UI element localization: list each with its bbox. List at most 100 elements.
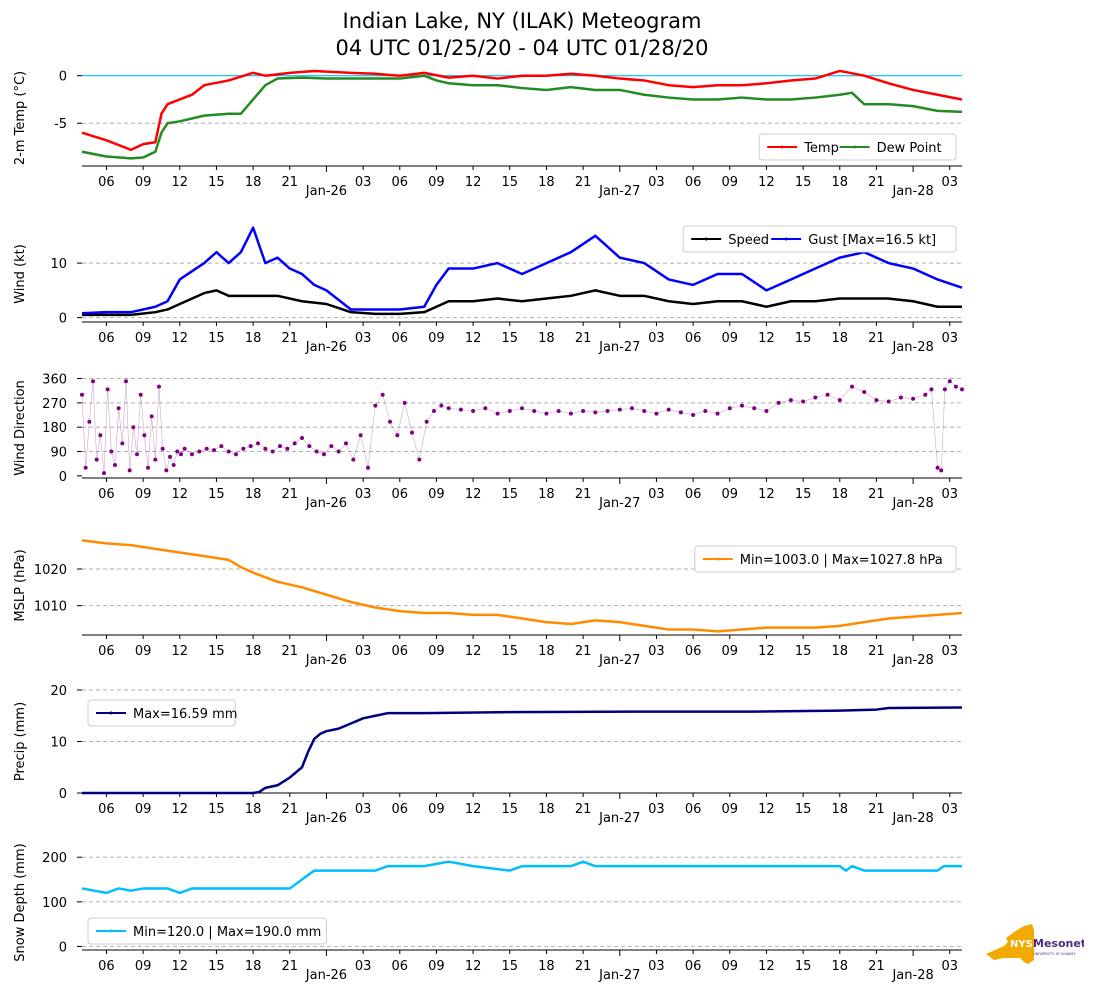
wdir-point <box>446 406 451 411</box>
wind-x-tick-label: 15 <box>208 331 225 346</box>
temp-x-tick-label: 12 <box>465 175 482 190</box>
wind-x-tick-label: 12 <box>758 331 775 346</box>
precip-x-tick-label: 06 <box>98 802 115 817</box>
mslp-x-tick-label: 03 <box>648 644 665 659</box>
precip-series-line <box>82 706 963 795</box>
wdir-x-tick-label: 09 <box>428 487 445 502</box>
temp-y-tick-label: 0 <box>59 70 67 85</box>
wdir-point <box>402 400 407 405</box>
temp-legend-marker <box>780 145 784 149</box>
wdir-point <box>874 398 879 403</box>
snow-legend-label: Min=120.0 | Max=190.0 mm <box>133 925 321 940</box>
snow-x-tick-label: 12 <box>758 959 775 974</box>
wind-x-tick-label: 06 <box>392 331 409 346</box>
precip-x-tick-label: 18 <box>832 802 849 817</box>
wdir-x-tick-label: 06 <box>685 487 702 502</box>
wind-legend-marker <box>704 237 708 241</box>
wind-x-tick-label: 18 <box>832 331 849 346</box>
wdir-x-tick-label: 18 <box>832 487 849 502</box>
precip-legend <box>87 699 236 727</box>
wind-x-tick-label: 09 <box>722 331 739 346</box>
wind-x-tick-label: 12 <box>172 331 189 346</box>
precip-panel <box>77 689 963 799</box>
wind-legend-label: Gust [Max=16.5 kt] <box>808 233 936 248</box>
wdir-point <box>190 452 194 457</box>
precip-y-tick-label: 10 <box>50 736 67 751</box>
wdir-point <box>127 468 132 473</box>
snow-x-tick-label: 12 <box>172 959 189 974</box>
temp-x-tick-label: 03 <box>648 175 665 190</box>
precip-x-tick-label: 03 <box>648 802 665 817</box>
wdir-point <box>727 406 732 411</box>
wdir-point <box>776 400 781 405</box>
temp-x-tick-label: 12 <box>758 175 775 190</box>
wdir-point <box>837 398 842 403</box>
wdir-point <box>850 384 854 389</box>
wdir-point <box>395 433 400 438</box>
wdir-point <box>507 408 512 413</box>
wdir-point <box>556 408 561 413</box>
wdir-x-tick-label: 18 <box>538 487 555 502</box>
temp-series-line <box>81 69 963 152</box>
wdir-point <box>153 457 158 462</box>
wdir-point <box>886 399 891 404</box>
wdir-x-tick-label: 15 <box>502 487 519 502</box>
snow-x-tick-label: 18 <box>832 959 849 974</box>
wdir-point <box>630 406 634 411</box>
mslp-date-label: Jan-27 <box>598 653 640 668</box>
wdir-point <box>495 411 500 416</box>
wdir-x-tick-label: 03 <box>355 487 372 502</box>
wdir-point <box>947 379 952 384</box>
wdir-x-tick-label: 09 <box>135 487 152 502</box>
wdir-point <box>116 406 121 411</box>
wdir-point <box>929 387 934 392</box>
wdir-point <box>764 408 769 413</box>
wdir-x-tick-label: 03 <box>648 487 665 502</box>
snow-x-tick-label: 03 <box>355 959 372 974</box>
nys-mesonet-logo: NYS Mesonet UNIVERSITY AT ALBANY <box>984 920 1086 968</box>
wdir-point <box>131 425 136 430</box>
snow-legend <box>87 917 327 945</box>
wdir-point <box>98 433 103 438</box>
wdir-point <box>666 407 671 412</box>
wdir-x-tick-label: 06 <box>98 487 115 502</box>
precip-date-label: Jan-26 <box>305 811 347 826</box>
wdir-point <box>715 411 720 416</box>
snow-panel <box>77 856 962 956</box>
mslp-legend-label: Min=1003.0 | Max=1027.8 hPa <box>740 553 943 568</box>
temp-x-tick-label: 03 <box>355 175 372 190</box>
wdir-point <box>270 449 275 454</box>
wdir-x-tick-label: 09 <box>722 487 739 502</box>
precip-date-label: Jan-28 <box>891 811 933 826</box>
wdir-point <box>278 444 282 449</box>
wind-legend <box>682 225 957 253</box>
wdir-x-tick-label: 21 <box>282 487 299 502</box>
snow-x-tick-label: 18 <box>245 959 262 974</box>
wdir-point <box>219 444 224 449</box>
wdir-point <box>241 446 246 451</box>
wind-x-tick-label: 18 <box>538 331 555 346</box>
snow-x-tick-label: 12 <box>465 959 482 974</box>
wdir-point <box>898 395 903 400</box>
precip-x-tick-label: 15 <box>208 802 225 817</box>
wdir-point <box>120 441 125 446</box>
wdir-point <box>146 465 150 470</box>
wdir-point <box>351 457 356 462</box>
wdir-point <box>197 449 202 454</box>
wdir-point <box>911 396 916 401</box>
precip-x-tick-label: 06 <box>685 802 702 817</box>
snow-x-tick-label: 18 <box>538 959 555 974</box>
wdir-point <box>157 384 161 389</box>
wdir-point <box>234 452 238 457</box>
snow-y-label: Snow Depth (mm) <box>13 843 28 961</box>
wdir-point <box>752 406 757 411</box>
precip-y-label: Precip (mm) <box>13 702 28 781</box>
wdir-point <box>923 392 928 397</box>
wdir-point <box>204 446 209 451</box>
wdir-point <box>825 392 830 397</box>
wind-x-tick-label: 06 <box>98 331 115 346</box>
snow-x-tick-label: 15 <box>502 959 519 974</box>
precip-x-tick-label: 15 <box>795 802 812 817</box>
snow-x-tick-label: 09 <box>722 959 739 974</box>
wdir-point <box>91 379 95 384</box>
